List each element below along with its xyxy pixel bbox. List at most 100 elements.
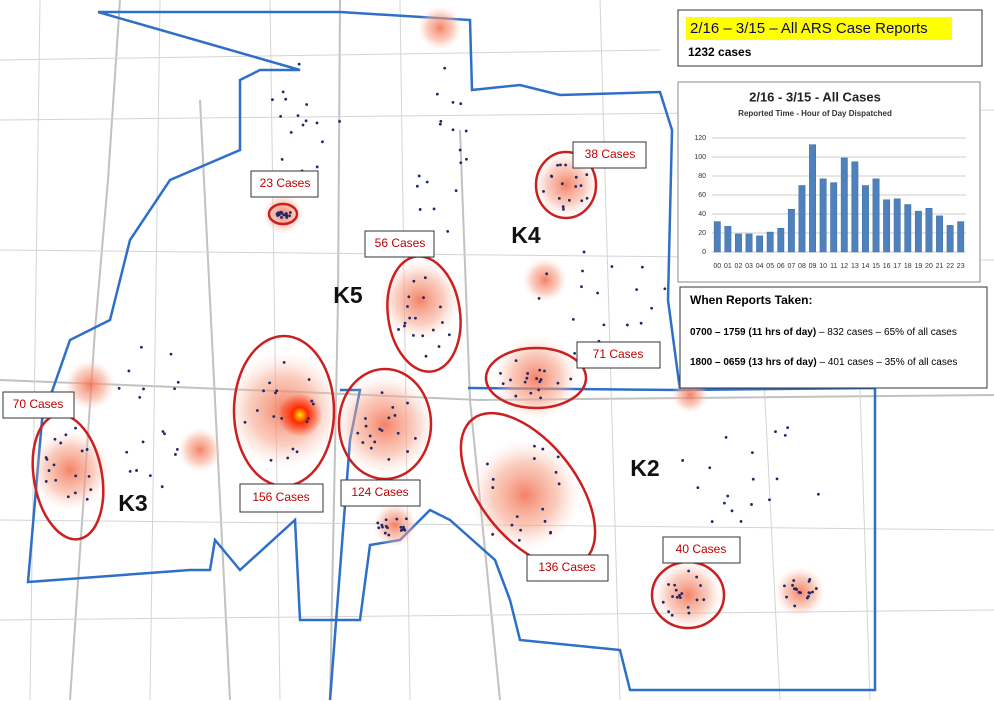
case-dot — [574, 175, 578, 179]
chart-subtitle: Reported Time - Hour of Day Dispatched — [738, 109, 892, 118]
x-tick-label: 21 — [936, 263, 944, 270]
case-dot — [378, 427, 382, 431]
case-dot — [44, 456, 48, 459]
case-dot — [305, 420, 309, 424]
case-dot — [373, 440, 377, 444]
case-dot — [786, 426, 790, 429]
case-dot — [549, 530, 553, 534]
district-label: K2 — [630, 455, 659, 481]
cluster-labels: 23 Cases 56 Cases 38 Cases 71 Cases 70 C… — [2, 141, 741, 582]
case-dot — [368, 434, 372, 438]
case-dot — [315, 165, 319, 169]
bar — [872, 178, 880, 253]
case-dot — [356, 431, 360, 435]
case-dot — [387, 416, 391, 420]
x-tick-label: 09 — [809, 263, 817, 270]
bar — [936, 215, 943, 253]
case-dot — [811, 590, 814, 594]
case-dot — [541, 507, 545, 511]
case-dot — [399, 525, 403, 529]
case-dot — [557, 196, 561, 200]
case-dot — [602, 323, 606, 327]
x-tick-label: 15 — [872, 263, 880, 270]
case-dot — [391, 405, 395, 409]
case-dot — [125, 450, 129, 454]
x-tick-label: 06 — [777, 263, 785, 270]
x-tick-label: 00 — [713, 263, 721, 270]
case-dot — [412, 279, 416, 283]
case-dot — [175, 447, 179, 451]
info-box: When Reports Taken: 0700 – 1759 (11 hrs … — [679, 286, 988, 389]
case-dot — [142, 387, 145, 391]
case-dot — [542, 189, 545, 193]
case-dot — [670, 613, 674, 617]
case-dot — [406, 401, 409, 405]
case-dot — [556, 381, 560, 385]
case-dot — [783, 584, 786, 588]
case-dot — [792, 587, 796, 591]
case-dot — [792, 579, 796, 582]
case-dot — [53, 437, 57, 441]
case-dot — [141, 440, 145, 444]
case-dot — [724, 435, 728, 439]
case-dot — [397, 328, 400, 331]
case-dot — [315, 121, 319, 125]
case-dot — [381, 525, 384, 529]
case-dot — [501, 382, 505, 386]
case-dot — [726, 494, 730, 498]
case-dot — [678, 596, 682, 600]
case-dot — [414, 316, 417, 320]
bar — [713, 221, 721, 253]
case-dot — [510, 523, 514, 527]
bar — [840, 157, 848, 253]
info-line-bold: 0700 – 1759 (11 hrs of day) — [690, 327, 816, 338]
case-dot — [408, 316, 412, 320]
case-dot — [128, 469, 132, 473]
x-tick-label: 20 — [925, 263, 933, 270]
case-dot — [66, 495, 70, 499]
case-dot — [431, 328, 435, 332]
district-label: K5 — [333, 282, 363, 308]
case-dot — [739, 519, 743, 523]
case-dot — [396, 431, 400, 435]
bar — [883, 199, 891, 253]
y-tick-label: 60 — [698, 192, 706, 199]
case-dot — [723, 501, 726, 505]
case-dot — [596, 291, 600, 295]
case-dot — [556, 163, 559, 167]
case-dot — [174, 453, 177, 456]
case-dot — [663, 287, 667, 291]
case-dot — [559, 163, 562, 167]
case-dot — [635, 288, 639, 292]
case-dot — [661, 600, 665, 604]
district-label: K4 — [511, 222, 541, 248]
case-dot — [667, 583, 670, 586]
case-dot — [412, 333, 415, 337]
info-line-rest: – 401 cases – 35% of all cases — [817, 357, 958, 368]
case-dot — [406, 450, 410, 453]
case-dot — [173, 387, 177, 391]
case-dot — [338, 119, 341, 123]
case-dot — [532, 457, 536, 460]
case-dot — [517, 538, 521, 542]
case-dot — [74, 474, 78, 478]
heat-layer — [30, 6, 825, 629]
case-dot — [279, 210, 283, 214]
case-dot — [161, 430, 165, 433]
bar — [745, 233, 753, 253]
x-tick-label: 07 — [787, 263, 795, 270]
case-dot — [564, 163, 568, 167]
case-dot — [465, 157, 468, 161]
district-label: K3 — [118, 490, 147, 516]
case-dot — [710, 520, 714, 523]
bar — [735, 233, 742, 253]
case-dot — [610, 265, 614, 268]
cluster-rings — [31, 150, 726, 630]
case-dot — [581, 269, 584, 273]
case-dot — [87, 475, 91, 478]
cluster-label: 70 Cases — [13, 397, 64, 411]
x-tick-label: 13 — [851, 263, 859, 270]
x-tick-label: 08 — [798, 263, 806, 270]
case-dot — [160, 485, 164, 489]
